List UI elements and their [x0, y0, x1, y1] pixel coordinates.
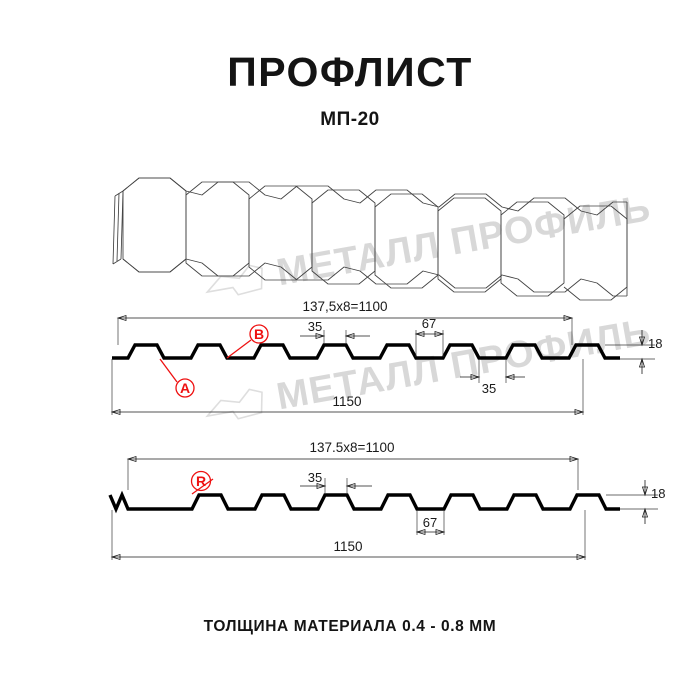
- dimension-valley-67: 67: [414, 316, 445, 357]
- callout-r-label: R: [196, 473, 206, 489]
- watermark-logo-icon: [205, 264, 263, 296]
- material-thickness-note: ТОЛЩИНА МАТЕРИАЛА 0.4 - 0.8 ММ: [203, 618, 497, 635]
- watermark-logo-icon: [205, 388, 263, 420]
- profile-outline-bottom: [108, 490, 620, 514]
- dimension-overall-bottom: 1150: [110, 510, 587, 561]
- dimension-pitch-top-label: 137,5x8=1100: [303, 299, 388, 314]
- dimension-pitch-bottom: 137.5x8=1100: [126, 440, 580, 490]
- section-r-view: 137.5x8=1100 35 67: [108, 440, 665, 561]
- dimension-valley-67-label: 67: [422, 316, 436, 331]
- dimension-overall-top-label: 1150: [332, 394, 361, 409]
- profile-outline-top: [112, 343, 620, 360]
- dimension-valley-67-bottom-label: 67: [423, 515, 437, 530]
- dimension-height-18-bottom-label: 18: [651, 486, 665, 501]
- watermark-text: МЕТАЛЛ ПРОФИЛЬ: [274, 311, 655, 418]
- dimension-height-18-top: 18: [605, 330, 662, 374]
- dimension-height-18-bottom: 18: [606, 480, 665, 524]
- dimension-rib-top-35-bottom: 35: [300, 470, 372, 494]
- watermark-upper: МЕТАЛЛ ПРОФИЛЬ: [205, 187, 654, 296]
- section-a-b-view: 137,5x8=1100 35 67: [110, 299, 662, 416]
- dimension-pitch-bottom-label: 137.5x8=1100: [310, 440, 395, 455]
- dimension-rib-bottom-35-label: 35: [482, 381, 496, 396]
- callout-a: A: [159, 358, 195, 398]
- dimension-overall-bottom-label: 1150: [333, 539, 362, 554]
- dimension-rib-top-35-bottom-label: 35: [308, 470, 322, 485]
- callout-b: B: [226, 324, 269, 359]
- dimension-valley-67-bottom: 67: [415, 510, 446, 536]
- dimension-rib-bottom-35: 35: [460, 359, 525, 396]
- callout-r: R: [190, 470, 214, 495]
- watermark-group: МЕТАЛЛ ПРОФИЛЬ МЕТАЛЛ ПРОФИЛЬ: [205, 187, 655, 420]
- dimension-overall-top: 1150: [110, 359, 585, 416]
- dimension-pitch-top: 137,5x8=1100: [116, 299, 574, 345]
- isometric-profile-view: [112, 177, 628, 301]
- dimension-rib-top-35: 35: [300, 319, 370, 344]
- footer-block: ТОЛЩИНА МАТЕРИАЛА 0.4 - 0.8 ММ: [0, 618, 700, 636]
- callout-a-label: A: [180, 380, 190, 396]
- callout-b-label: B: [254, 326, 264, 342]
- dimension-height-18-top-label: 18: [648, 336, 662, 351]
- dimension-rib-top-35-label: 35: [308, 319, 322, 334]
